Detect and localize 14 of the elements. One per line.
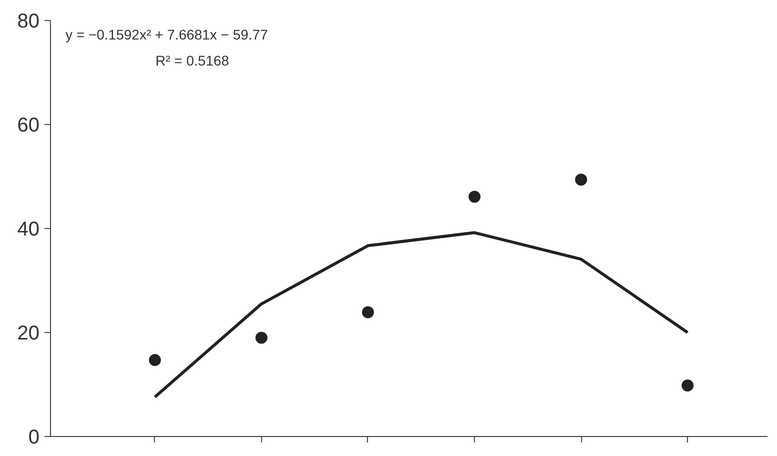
annotation: y = −0.1592x² + 7.6681x − 59.77 [66, 26, 268, 43]
y-tick-label: 20 [17, 322, 40, 344]
point [362, 306, 374, 318]
line-series [153, 231, 690, 398]
point [255, 332, 268, 344]
point [468, 190, 481, 203]
y-tick-label: 80 [17, 10, 40, 32]
y-tick-label: 40 [17, 218, 40, 240]
point [575, 174, 588, 186]
point [148, 354, 161, 366]
annotation: R² = 0.5168 [156, 52, 230, 69]
point [682, 380, 694, 392]
y-tick-label: 60 [17, 114, 40, 136]
y-tick-label: 0 [28, 426, 40, 448]
